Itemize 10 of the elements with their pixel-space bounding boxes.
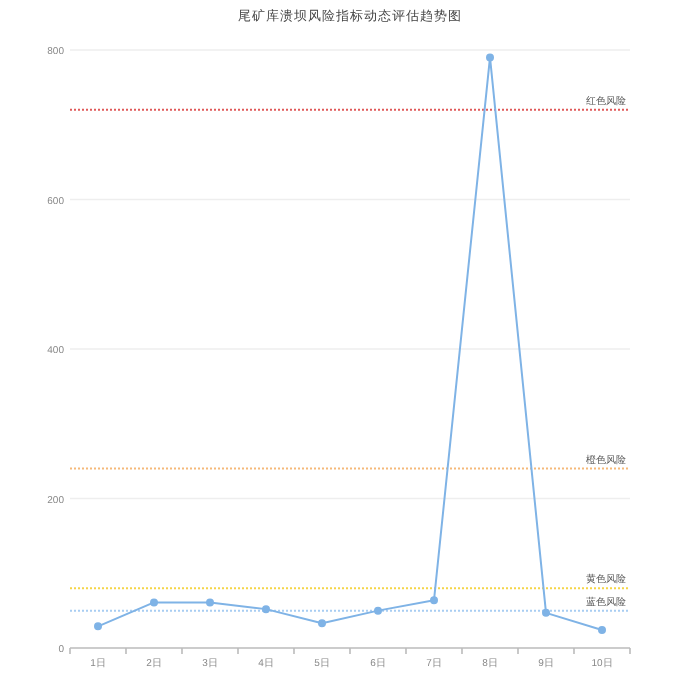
point [150, 598, 158, 607]
point [262, 605, 270, 614]
point [206, 598, 214, 607]
point [318, 619, 326, 628]
point [486, 53, 494, 62]
point [542, 608, 550, 617]
point [598, 626, 606, 635]
point [374, 606, 382, 615]
point [430, 596, 438, 605]
point [94, 622, 102, 631]
